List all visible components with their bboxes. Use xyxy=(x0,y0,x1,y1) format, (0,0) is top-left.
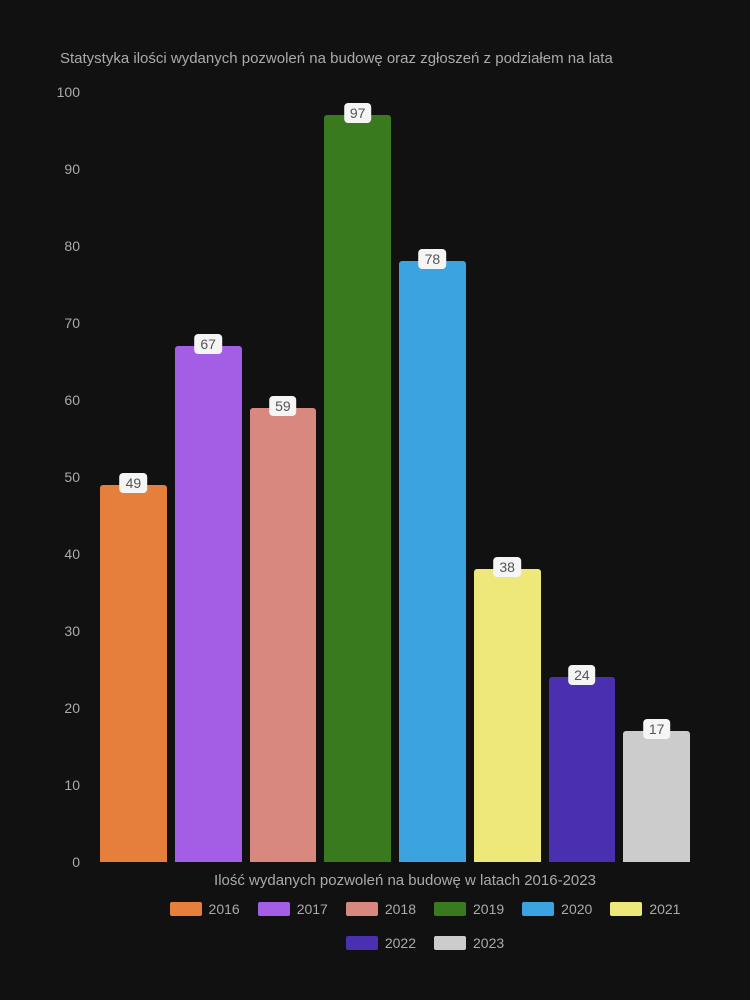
y-tick: 0 xyxy=(72,854,80,870)
bar: 24 xyxy=(549,677,616,862)
chart-plot-area: 0102030405060708090100 4967599778382417 xyxy=(90,92,700,862)
legend-label: 2023 xyxy=(473,935,504,951)
legend-swatch xyxy=(610,902,642,916)
legend-label: 2016 xyxy=(209,901,240,917)
legend-item: 2023 xyxy=(434,935,504,951)
bar: 78 xyxy=(399,261,466,862)
x-axis-title: Ilość wydanych pozwoleń na budowę w lata… xyxy=(90,872,720,889)
bar: 59 xyxy=(250,408,317,862)
bar: 97 xyxy=(324,115,391,862)
y-tick: 20 xyxy=(64,700,80,716)
bar: 49 xyxy=(100,485,167,862)
bar: 17 xyxy=(623,731,690,862)
y-axis: 0102030405060708090100 xyxy=(50,92,90,862)
bar: 67 xyxy=(175,346,242,862)
x-axis-area: Ilość wydanych pozwoleń na budowę w lata… xyxy=(90,872,720,951)
legend-swatch xyxy=(434,902,466,916)
legend-item: 2020 xyxy=(522,901,592,917)
y-tick: 30 xyxy=(64,623,80,639)
bar-value-label: 67 xyxy=(194,334,222,354)
legend-swatch xyxy=(522,902,554,916)
bar-value-label: 38 xyxy=(493,557,521,577)
y-tick: 50 xyxy=(64,469,80,485)
legend-label: 2020 xyxy=(561,901,592,917)
chart-container: Statystyka ilości wydanych pozwoleń na b… xyxy=(0,0,750,1000)
bar-value-label: 78 xyxy=(419,249,447,269)
bars-group: 4967599778382417 xyxy=(90,92,700,862)
y-tick: 100 xyxy=(57,84,80,100)
legend-item: 2021 xyxy=(610,901,680,917)
legend-label: 2021 xyxy=(649,901,680,917)
legend-item: 2017 xyxy=(258,901,328,917)
legend-label: 2019 xyxy=(473,901,504,917)
legend-swatch xyxy=(258,902,290,916)
legend-swatch xyxy=(346,902,378,916)
y-tick: 70 xyxy=(64,315,80,331)
y-tick: 10 xyxy=(64,777,80,793)
legend: 2016 2017 2018 2019 2020 2021 2022 2023 xyxy=(130,901,720,951)
legend-item: 2019 xyxy=(434,901,504,917)
legend-swatch xyxy=(346,936,378,950)
bar-value-label: 97 xyxy=(344,103,372,123)
legend-label: 2017 xyxy=(297,901,328,917)
legend-swatch xyxy=(170,902,202,916)
bar-value-label: 49 xyxy=(120,473,148,493)
bar: 38 xyxy=(474,569,541,862)
y-tick: 80 xyxy=(64,238,80,254)
bar-value-label: 24 xyxy=(568,665,596,685)
chart-title: Statystyka ilości wydanych pozwoleń na b… xyxy=(60,50,720,67)
legend-label: 2022 xyxy=(385,935,416,951)
legend-item: 2022 xyxy=(346,935,416,951)
legend-swatch xyxy=(434,936,466,950)
y-tick: 40 xyxy=(64,546,80,562)
bar-value-label: 59 xyxy=(269,396,297,416)
bar-value-label: 17 xyxy=(643,719,671,739)
legend-item: 2018 xyxy=(346,901,416,917)
legend-label: 2018 xyxy=(385,901,416,917)
y-tick: 90 xyxy=(64,161,80,177)
legend-item: 2016 xyxy=(170,901,240,917)
y-tick: 60 xyxy=(64,392,80,408)
